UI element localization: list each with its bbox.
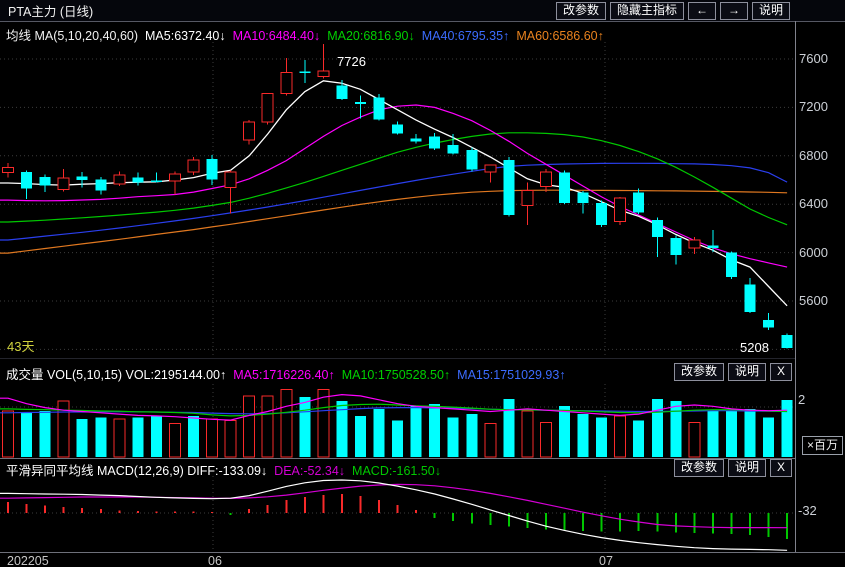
low-price-annotation: 5208 xyxy=(740,340,769,355)
macd-pane-button-1[interactable]: 说明 xyxy=(727,459,766,477)
time-tick-label: 202205 xyxy=(7,554,49,567)
indicator-value: 均线 MA(5,10,20,40,60) xyxy=(6,29,139,43)
indicator-value: 成交量 VOL(5,10,15) VOL:2195144.00↑ xyxy=(6,368,227,382)
macd-pane-divider xyxy=(0,552,845,553)
main-pane-divider xyxy=(0,358,795,359)
indicator-value: MA60:6586.60↑ xyxy=(516,29,604,43)
time-tick-label: 07 xyxy=(599,554,613,567)
volume-pane-button-0[interactable]: 改参数 xyxy=(673,363,724,381)
indicator-value: MACD:-161.50↓ xyxy=(352,464,441,478)
macd-pane-buttons: 改参数 说明 X xyxy=(673,459,792,477)
indicator-value: MA5:1716226.40↑ xyxy=(233,368,335,382)
titlebar-button-4[interactable]: 说明 xyxy=(751,1,790,20)
indicator-value: DEA:-52.34↓ xyxy=(274,464,346,478)
time-tick-label: 06 xyxy=(208,554,222,567)
title-bar: PTA主力 (日线) 改参数 隐藏主指标 ← → 说明 xyxy=(0,0,845,22)
indicator-value: MA15:1751029.93↑ xyxy=(457,368,566,382)
volume-unit-label: ×百万 xyxy=(802,436,844,455)
volume-pane-button-1[interactable]: 说明 xyxy=(727,363,766,381)
volume-pane-divider xyxy=(0,458,795,459)
volume-pane-button-2[interactable]: X xyxy=(769,363,792,381)
volume-pane-buttons: 改参数 说明 X xyxy=(673,363,792,381)
macd-pane-button-0[interactable]: 改参数 xyxy=(673,459,724,477)
price-tick-label: 6800 xyxy=(799,147,828,163)
macd-chart[interactable] xyxy=(0,476,795,553)
indicator-value: MA5:6372.40↓ xyxy=(145,29,226,43)
macd-indicator-header: 平滑异同平均线 MACD(12,26,9) DIFF:-133.09↓ DEA:-… xyxy=(6,460,448,479)
price-tick-label: 6400 xyxy=(799,196,828,212)
price-tick-label: 5600 xyxy=(799,293,828,308)
macd-axis-tick: -32 xyxy=(798,503,817,518)
titlebar-button-2-prev-icon[interactable]: ← xyxy=(687,1,716,20)
indicator-value: MA20:6816.90↓ xyxy=(327,29,415,43)
macd-pane-button-2[interactable]: X xyxy=(769,459,792,477)
title-bar-buttons: 改参数 隐藏主指标 ← → 说明 xyxy=(555,1,845,20)
titlebar-button-0[interactable]: 改参数 xyxy=(555,1,606,20)
indicator-value: MA10:6484.40↓ xyxy=(232,29,321,43)
main-price-chart[interactable] xyxy=(0,42,795,358)
titlebar-button-3-next-icon[interactable]: → xyxy=(719,1,748,20)
titlebar-button-1[interactable]: 隐藏主指标 xyxy=(609,1,684,20)
volume-indicator-header: 成交量 VOL(5,10,15) VOL:2195144.00↑ MA5:1716… xyxy=(6,364,573,383)
visible-days-label: 43天 xyxy=(7,339,35,354)
high-price-annotation: 7726 xyxy=(337,54,366,69)
indicator-value: MA10:1750528.50↑ xyxy=(341,368,451,382)
indicator-value: MA40:6795.35↑ xyxy=(421,29,510,43)
volume-axis-tick: 2 xyxy=(798,392,806,407)
price-tick-label: 7600 xyxy=(799,51,828,66)
indicator-value: 平滑异同平均线 MACD(12,26,9) DIFF:-133.09↓ xyxy=(6,464,268,478)
ma-indicator-header: 均线 MA(5,10,20,40,60) MA5:6372.40↓ MA10:648… xyxy=(6,25,611,44)
price-tick-label: 6000 xyxy=(799,244,828,260)
volume-chart[interactable] xyxy=(0,384,795,458)
price-tick-label: 7200 xyxy=(799,99,828,115)
price-axis-line xyxy=(795,21,796,553)
chart-title: PTA主力 (日线) xyxy=(8,5,94,19)
